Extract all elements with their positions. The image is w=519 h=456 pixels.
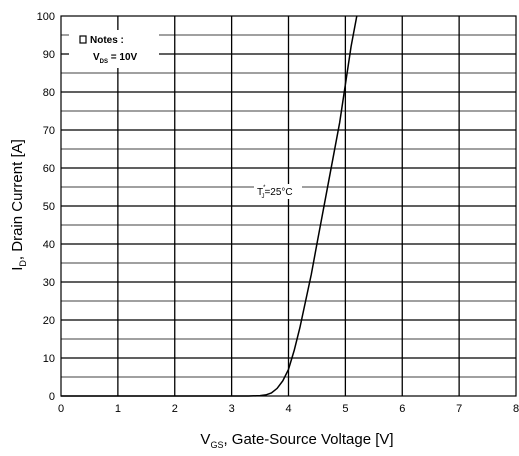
plot-frame	[60, 15, 517, 397]
tj-annotation-text: T* J=25°C	[257, 185, 293, 200]
y-axis-title: ID, Drain Current [A]	[9, 139, 28, 271]
y-tick-label: 60	[43, 163, 55, 175]
y-tick-label: 30	[43, 277, 55, 289]
data-series-line	[61, 15, 358, 397]
x-tick-label: 5	[342, 403, 348, 415]
notes-square-icon	[79, 35, 87, 44]
x-tick-label: 6	[399, 403, 405, 415]
notes-box: Notes : VDS = 10V	[69, 30, 159, 68]
x-tick-label: 0	[58, 403, 64, 415]
tj-annotation: T* J=25°C	[254, 184, 302, 200]
y-tick-label: 50	[43, 201, 55, 213]
y-tick-label: 100	[37, 11, 55, 23]
x-tick-label: 1	[115, 403, 121, 415]
y-tick-label: 80	[43, 87, 55, 99]
y-tick-label: 10	[43, 353, 55, 365]
x-tick-label: 8	[513, 403, 519, 415]
y-tick-label: 90	[43, 49, 55, 61]
x-tick-label: 7	[456, 403, 462, 415]
y-tick-label: 40	[43, 239, 55, 251]
y-tick-label: 70	[43, 125, 55, 137]
x-tick-label: 2	[172, 403, 178, 415]
grid	[61, 16, 516, 396]
y-tick-label: 0	[49, 391, 55, 403]
x-axis-title: VGS, Gate-Source Voltage [V]	[200, 431, 393, 450]
y-tick-label: 20	[43, 315, 55, 327]
x-tick-label: 4	[285, 403, 291, 415]
notes-title: Notes :	[90, 35, 124, 46]
notes-vds-label: VDS = 10V	[93, 52, 138, 65]
x-tick-label: 3	[229, 403, 235, 415]
